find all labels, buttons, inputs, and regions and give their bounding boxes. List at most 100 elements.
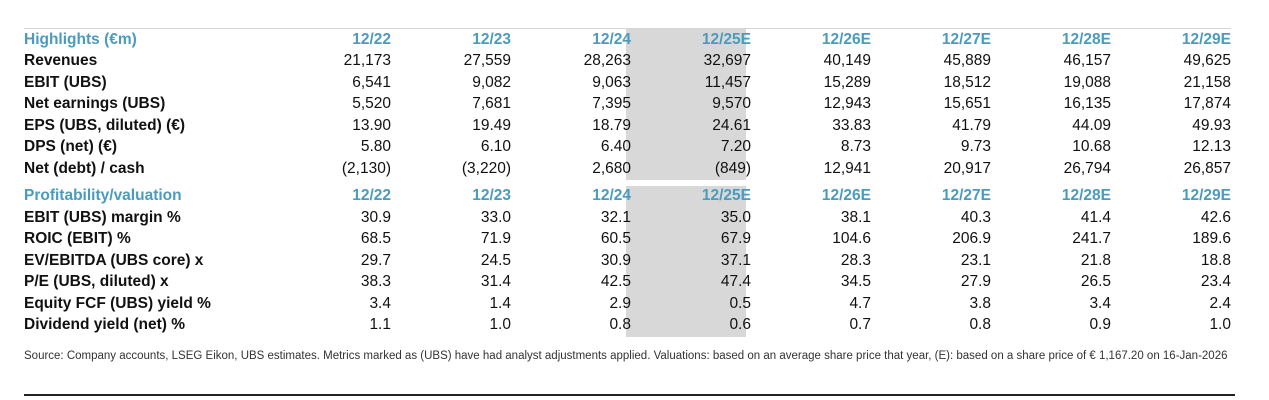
value-cell: 42.6 [1200,208,1231,226]
row-label: P/E (UBS, diluted) x [24,273,169,291]
year-header: 12/24 [592,187,631,205]
year-header: 12/28E [1061,187,1111,205]
table-row: Net (debt) / cash (2,130) (3,220) 2,680 (849… [24,158,1231,180]
value-cell: 34.5 [840,273,871,291]
value-cell: 1.0 [1209,316,1231,334]
table-row: Equity FCF (UBS) yield % 3.4 1.4 2.9 0.5 4.7 3… [24,293,1231,315]
table-row: Dividend yield (net) % 1.1 1.0 0.8 0.6 0.7 0.8… [24,315,1231,337]
value-cell: 4.7 [849,294,871,312]
value-cell: 6.10 [480,138,511,156]
value-cell: 9,082 [472,73,511,91]
value-cell: 10.68 [1072,138,1111,156]
value-cell: 7,681 [472,95,511,113]
value-cell: 33.0 [480,208,511,226]
value-cell: 9.73 [960,138,991,156]
table-row: EV/EBITDA (UBS core) x 29.7 24.5 30.9 37.1 28… [24,250,1231,272]
row-values: 5,520 7,681 7,395 9,570 12,943 15,651 16,135 17… [271,95,1231,113]
value-cell: (849) [714,159,751,177]
value-cell: 2,680 [592,159,631,177]
value-cell: 40,149 [823,52,871,70]
estimate-column-shade [626,185,746,337]
value-cell: 35.0 [720,208,751,226]
row-label: DPS (net) (€) [24,138,117,156]
value-cell: (3,220) [461,159,511,177]
value-cell: 24.61 [712,116,751,134]
row-values: 29.7 24.5 30.9 37.1 28.3 23.1 21.8 18.8 [271,252,1231,270]
value-cell: 33.83 [832,116,871,134]
year-header: 12/26E [821,30,871,48]
value-cell: 11,457 [704,73,751,91]
value-cell: 3.4 [1089,294,1111,312]
profitability-header-row: Profitability/valuation 12/22 12/23 12/2… [24,186,1231,208]
value-cell: 42.5 [600,273,631,291]
profitability-title: Profitability/valuation [24,187,182,205]
value-cell: 68.5 [360,230,391,248]
value-cell: 19,088 [1063,73,1111,91]
year-header: 12/22 [352,187,391,205]
year-header: 12/24 [592,30,631,48]
table-row: EPS (UBS, diluted) (€) 13.90 19.49 18.79 24.… [24,115,1231,137]
year-header: 12/23 [472,30,511,48]
value-cell: 29.7 [360,251,391,269]
row-values: 21,173 27,559 28,263 32,697 40,149 45,889 46,1… [271,52,1231,70]
value-cell: 46,157 [1063,52,1111,70]
value-cell: 6,541 [352,73,391,91]
year-header: 12/25E [701,30,751,48]
row-values: 6,541 9,082 9,063 11,457 15,289 18,512 19,088 2… [271,74,1231,92]
bottom-rule [24,394,1235,396]
table-row: DPS (net) (€) 5.80 6.10 6.40 7.20 8.73 9.73 10.… [24,137,1231,159]
row-label: EPS (UBS, diluted) (€) [24,116,186,134]
value-cell: 0.6 [729,316,751,334]
row-values: 68.5 71.9 60.5 67.9 104.6 206.9 241.7 189.6 [271,230,1231,248]
table-row: P/E (UBS, diluted) x 38.3 31.4 42.5 47.4 34.5… [24,272,1231,294]
year-header: 12/27E [941,187,991,205]
table-row: EBIT (UBS) margin % 30.9 33.0 32.1 35.0 38.1 4… [24,207,1231,229]
value-cell: 23.1 [960,251,991,269]
value-cell: 27,559 [463,52,511,70]
estimate-column-shade [626,29,746,180]
value-cell: 2.4 [1209,294,1231,312]
year-header: 12/22 [352,30,391,48]
value-cell: 31.4 [480,273,511,291]
value-cell: 26.5 [1080,273,1111,291]
value-cell: 1.0 [489,316,511,334]
value-cell: 104.6 [832,230,871,248]
row-values: 1.1 1.0 0.8 0.6 0.7 0.8 0.9 1.0 [271,316,1231,334]
value-cell: 24.5 [480,251,511,269]
value-cell: 0.8 [969,316,991,334]
value-cell: (2,130) [341,159,391,177]
value-cell: 26,794 [1063,159,1111,177]
row-values: 5.80 6.10 6.40 7.20 8.73 9.73 10.68 12.13 [271,138,1231,156]
value-cell: 1.4 [489,294,511,312]
highlights-section: Highlights (€m) 12/22 12/23 12/24 12/25E… [24,29,1231,180]
value-cell: 21.8 [1080,251,1111,269]
value-cell: 45,889 [943,52,991,70]
row-label: Equity FCF (UBS) yield % [24,294,211,312]
value-cell: 3.8 [969,294,991,312]
value-cell: 49.93 [1192,116,1231,134]
row-label: Net earnings (UBS) [24,95,166,113]
value-cell: 15,289 [823,73,871,91]
row-values: 3.4 1.4 2.9 0.5 4.7 3.8 3.4 2.4 [271,295,1231,313]
value-cell: 49,625 [1183,52,1231,70]
value-cell: 21,158 [1183,73,1231,91]
row-label: Revenues [24,52,98,70]
year-header: 12/23 [472,187,511,205]
year-header: 12/27E [941,30,991,48]
value-cell: 21,173 [343,52,391,70]
value-cell: 0.5 [729,294,751,312]
value-cell: 18.8 [1200,251,1231,269]
value-cell: 18.79 [592,116,631,134]
row-values: (2,130) (3,220) 2,680 (849) 12,941 20,917 26,7… [271,160,1231,178]
row-label: EBIT (UBS) margin % [24,208,181,226]
value-cell: 37.1 [720,251,751,269]
year-header: 12/28E [1061,30,1111,48]
value-cell: 7,395 [592,95,631,113]
value-cell: 30.9 [600,251,631,269]
table-row: Revenues 21,173 27,559 28,263 32,697 40,149 45… [24,51,1231,73]
value-cell: 71.9 [480,230,511,248]
year-header: 12/29E [1181,30,1231,48]
value-cell: 12,941 [823,159,871,177]
value-cell: 38.3 [360,273,391,291]
year-header: 12/26E [821,187,871,205]
